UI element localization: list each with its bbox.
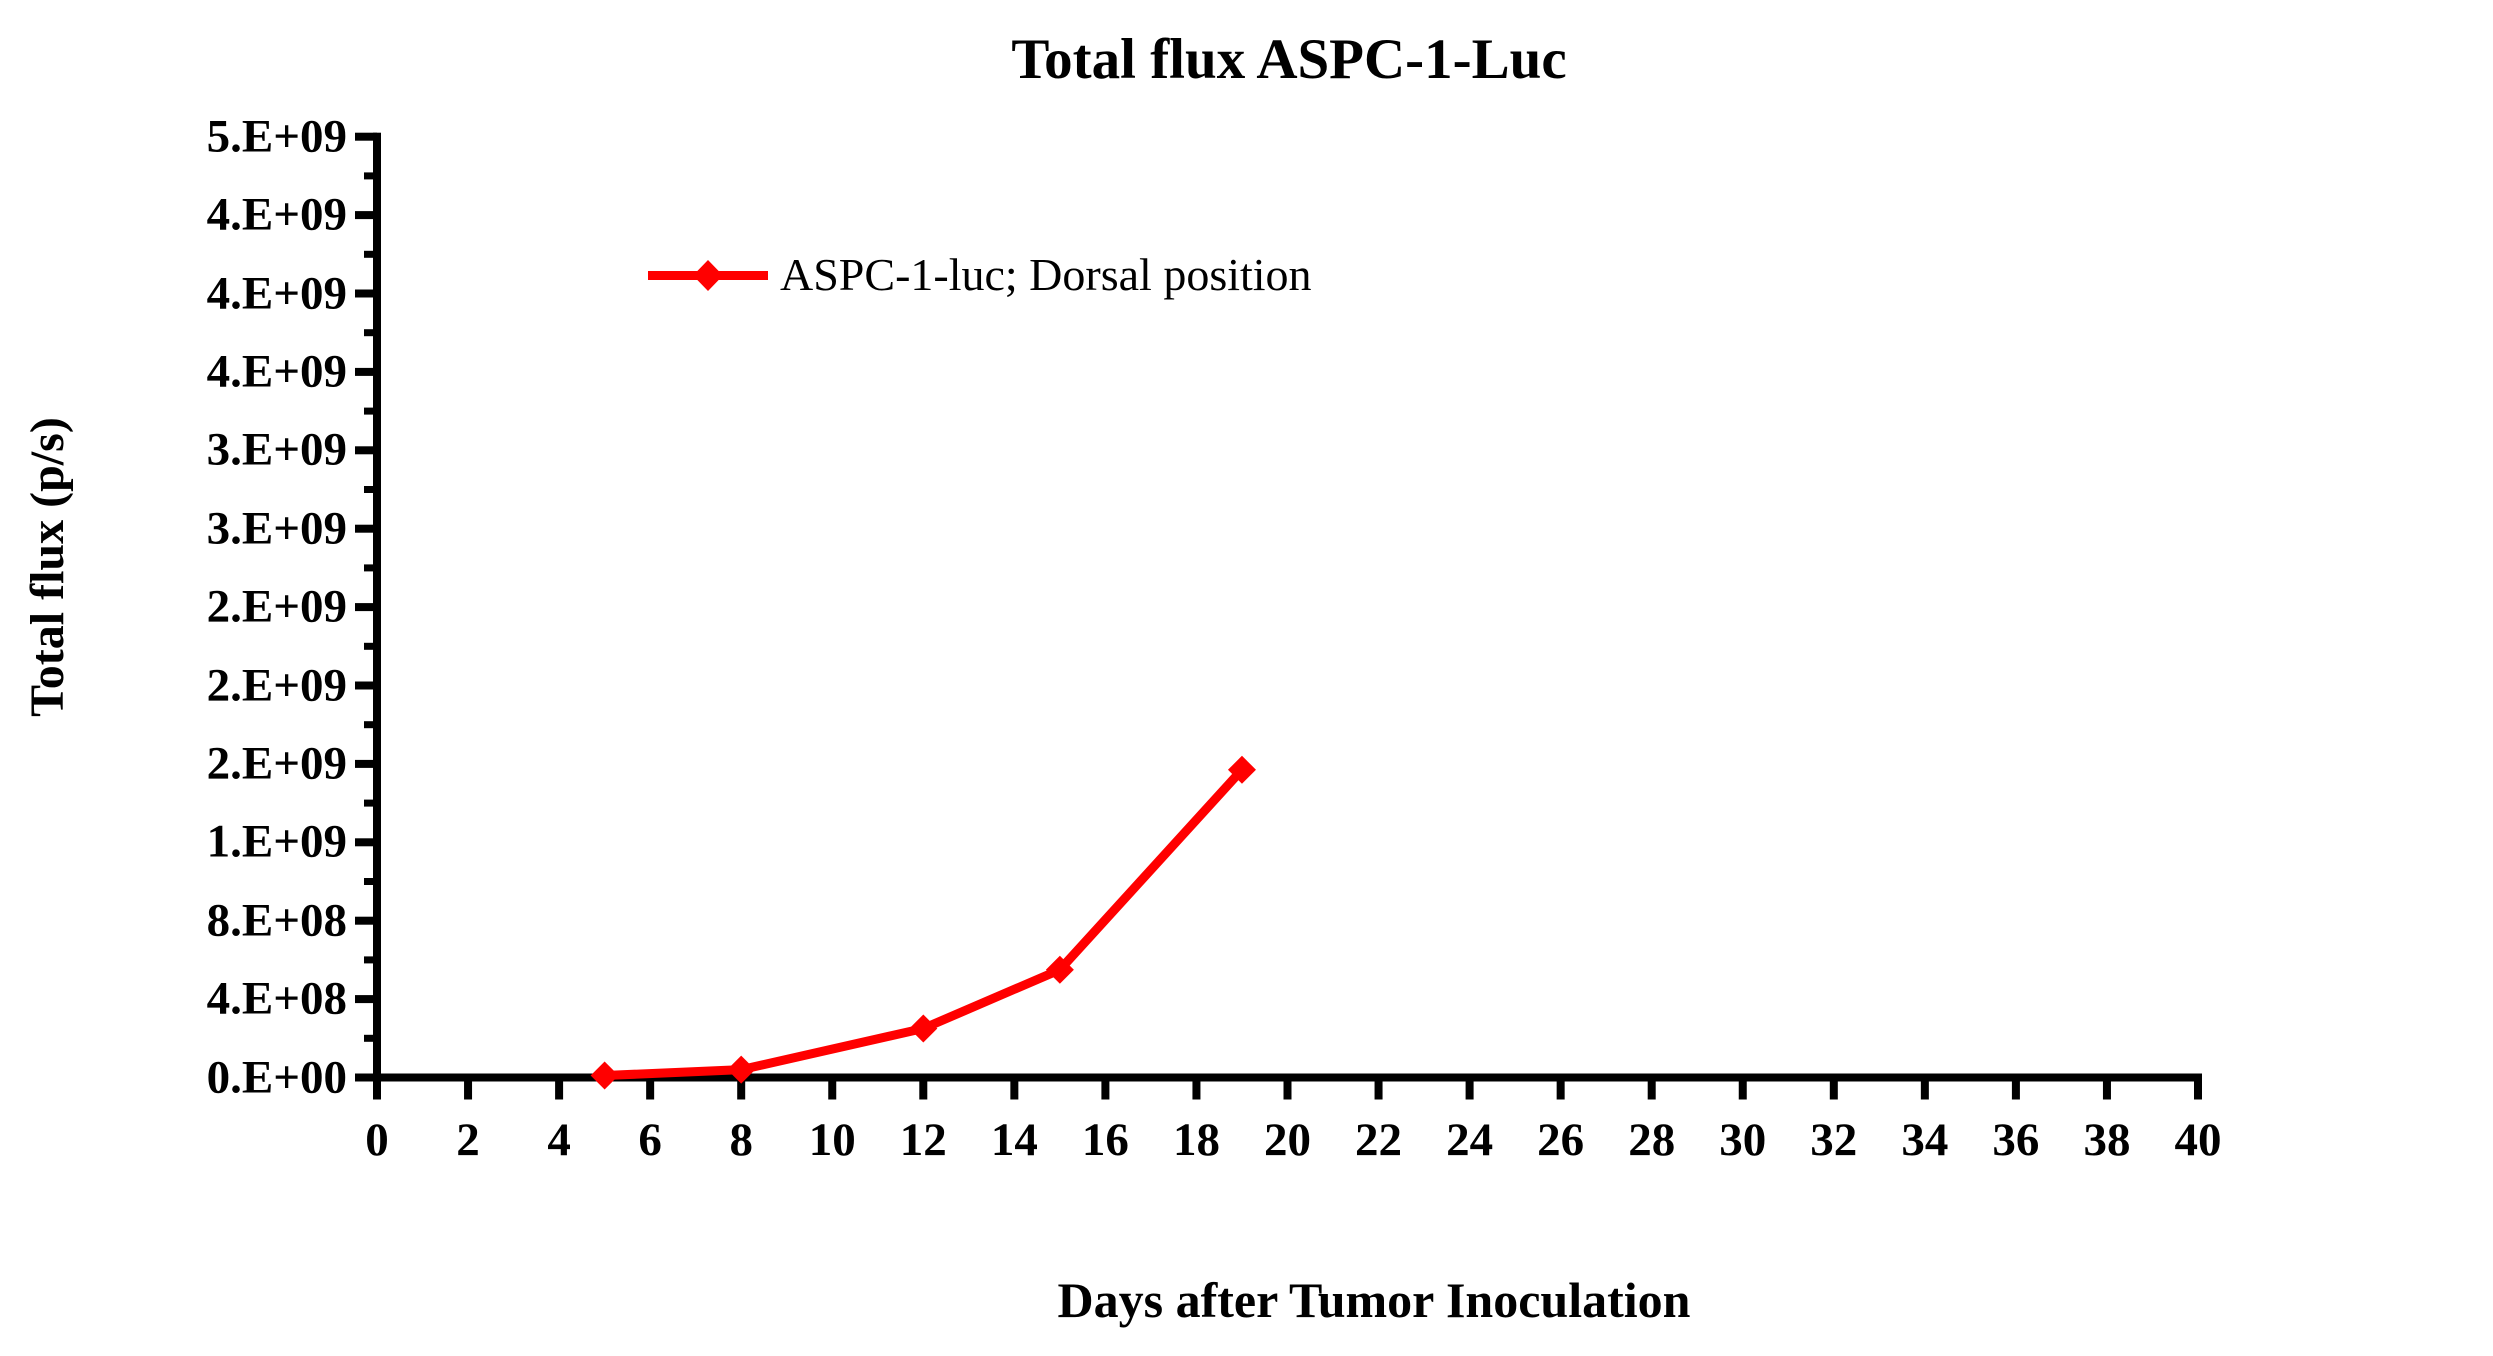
x-tick-label: 34: [1901, 1114, 1949, 1166]
x-tick: [1738, 1081, 1747, 1100]
x-axis-line: [373, 1073, 2202, 1082]
y-tick-label: 4.E+09: [206, 345, 347, 398]
y-minor-tick: [364, 172, 377, 180]
x-tick: [1920, 1081, 1929, 1100]
x-tick-label: 18: [1172, 1114, 1220, 1166]
data-point-marker: [1227, 755, 1256, 784]
x-tick-label: 12: [899, 1114, 947, 1166]
chart-title: Total flux ASPC-1-Luc: [1011, 28, 1567, 91]
x-tick: [1374, 1081, 1383, 1100]
legend-diamond-icon: [693, 260, 723, 291]
y-minor-tick: [364, 799, 377, 807]
y-minor-tick: [364, 407, 377, 415]
x-tick-label: 26: [1537, 1114, 1585, 1166]
y-minor-tick: [364, 878, 377, 885]
x-tick: [646, 1081, 655, 1100]
y-tick-label: 3.E+09: [206, 423, 347, 476]
y-tick-label: 3.E+09: [206, 502, 347, 555]
x-tick-label: 22: [1355, 1114, 1403, 1166]
x-tick-label: 30: [1719, 1114, 1767, 1166]
x-tick-label: 20: [1264, 1114, 1311, 1166]
y-major-tick: [355, 916, 377, 925]
y-major-tick: [355, 681, 377, 690]
x-tick: [828, 1081, 837, 1100]
y-major-tick: [355, 289, 377, 298]
x-tick-label: 0: [365, 1114, 389, 1166]
y-minor-tick: [364, 250, 377, 258]
x-tick: [1010, 1081, 1019, 1100]
y-minor-tick: [364, 956, 377, 964]
y-major-tick: [355, 367, 377, 376]
x-tick: [1465, 1081, 1474, 1100]
x-tick: [919, 1081, 928, 1100]
x-tick-label: 6: [638, 1114, 662, 1166]
x-tick: [555, 1081, 564, 1100]
y-minor-tick: [364, 1034, 377, 1042]
y-tick-label: 2.E+09: [206, 737, 347, 790]
y-minor-tick: [364, 564, 377, 572]
data-point-marker: [590, 1061, 619, 1090]
x-tick-label: 38: [2083, 1114, 2131, 1166]
x-tick-label: 10: [808, 1114, 856, 1166]
x-tick: [1192, 1081, 1201, 1100]
y-major-tick: [355, 524, 377, 533]
x-tick: [1647, 1081, 1656, 1100]
y-tick-label: 2.E+09: [206, 580, 347, 633]
y-tick-label: 2.E+09: [206, 659, 347, 711]
x-tick-label: 32: [1810, 1114, 1858, 1166]
x-tick-label: 24: [1446, 1114, 1494, 1166]
x-axis-title: Days after Tumor Inoculation: [1057, 1272, 1691, 1328]
x-tick: [2011, 1081, 2020, 1100]
y-tick-label: 5.E+09: [206, 110, 347, 163]
y-major-tick: [355, 446, 377, 455]
y-major-tick: [355, 995, 377, 1004]
data-point-marker: [909, 1014, 938, 1043]
y-major-tick: [355, 838, 377, 847]
y-tick-label: 4.E+09: [206, 267, 347, 319]
legend-series-label: ASPC-1-luc; Dorsal position: [780, 249, 1312, 300]
y-tick-label: 8.E+08: [206, 894, 347, 947]
y-minor-tick: [364, 486, 377, 493]
y-tick-label: 1.E+09: [206, 815, 347, 868]
x-tick-label: 4: [547, 1114, 571, 1166]
data-point-marker: [727, 1055, 756, 1084]
y-minor-tick: [364, 642, 377, 650]
x-tick: [373, 1081, 381, 1100]
x-tick-label: 14: [990, 1114, 1038, 1166]
x-tick: [2102, 1081, 2111, 1100]
x-tick-label: 8: [729, 1114, 753, 1166]
legend: ASPC-1-luc; Dorsal position: [648, 252, 1312, 298]
legend-marker-icon: [648, 260, 768, 291]
y-major-tick: [355, 132, 377, 141]
y-major-tick: [355, 603, 377, 612]
y-major-tick: [355, 1073, 377, 1082]
y-minor-tick: [364, 721, 377, 729]
x-tick: [1283, 1081, 1292, 1100]
x-tick: [464, 1081, 473, 1100]
x-tick-label: 2: [456, 1114, 480, 1166]
x-tick: [1101, 1081, 1110, 1100]
x-tick: [1829, 1081, 1838, 1100]
x-tick-label: 36: [1992, 1114, 2040, 1166]
y-tick-label: 0.E+00: [206, 1051, 347, 1103]
x-tick: [737, 1081, 746, 1100]
x-tick: [2194, 1081, 2202, 1100]
x-tick: [1556, 1081, 1565, 1100]
y-major-tick: [355, 211, 377, 220]
x-tick-label: 40: [2174, 1114, 2222, 1166]
x-tick-label: 28: [1628, 1114, 1676, 1166]
y-minor-tick: [364, 329, 377, 337]
data-point-marker: [1045, 955, 1074, 984]
y-tick-label: 4.E+09: [206, 188, 347, 241]
y-major-tick: [355, 759, 377, 768]
y-tick-label: 4.E+08: [206, 972, 347, 1025]
x-tick-label: 16: [1081, 1114, 1129, 1166]
